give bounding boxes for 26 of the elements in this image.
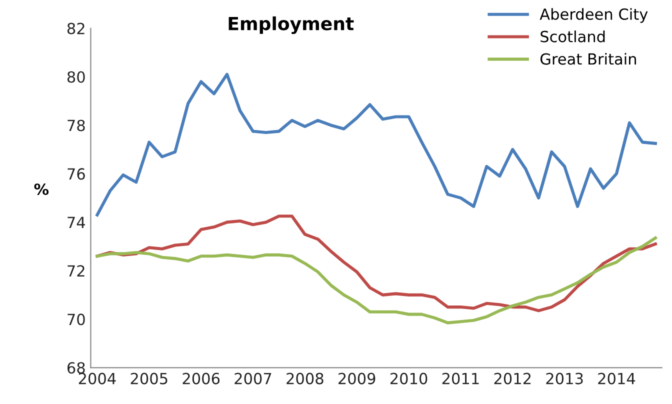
- x-tick-label: 2012: [494, 372, 531, 384]
- y-tick-label: 72: [68, 265, 84, 276]
- y-tick-label: 80: [67, 71, 85, 83]
- x-tick-label: 2008: [286, 372, 324, 384]
- y-tick-label: 78: [68, 120, 85, 132]
- x-tick-label: 2005: [130, 372, 168, 384]
- y-tick-label: 68: [67, 362, 85, 374]
- legend-label: Scotland: [540, 30, 605, 42]
- y-axis-title: %: [34, 183, 49, 195]
- x-tick-label: 2010: [390, 372, 428, 384]
- line-series: [96, 236, 657, 324]
- x-tick-label: 2006: [182, 372, 220, 384]
- y-tick-label: 82: [67, 22, 84, 34]
- x-tick-label: 2004: [78, 372, 116, 384]
- y-tick-label: 76: [68, 168, 85, 180]
- y-tick-label: 70: [68, 314, 85, 326]
- legend-label: Great Britain: [540, 52, 636, 65]
- x-tick-label: 2013: [546, 372, 583, 384]
- chart-title: Employment: [228, 16, 354, 34]
- legend-label: Aberdeen City: [540, 8, 648, 23]
- x-tick-label: 2011: [442, 372, 479, 384]
- x-tick-label: 2014: [598, 372, 636, 384]
- x-tick-label: 2009: [338, 372, 376, 384]
- y-tick-label: 74: [68, 216, 85, 228]
- x-tick-label: 2007: [234, 372, 272, 384]
- line-series: [96, 72, 657, 216]
